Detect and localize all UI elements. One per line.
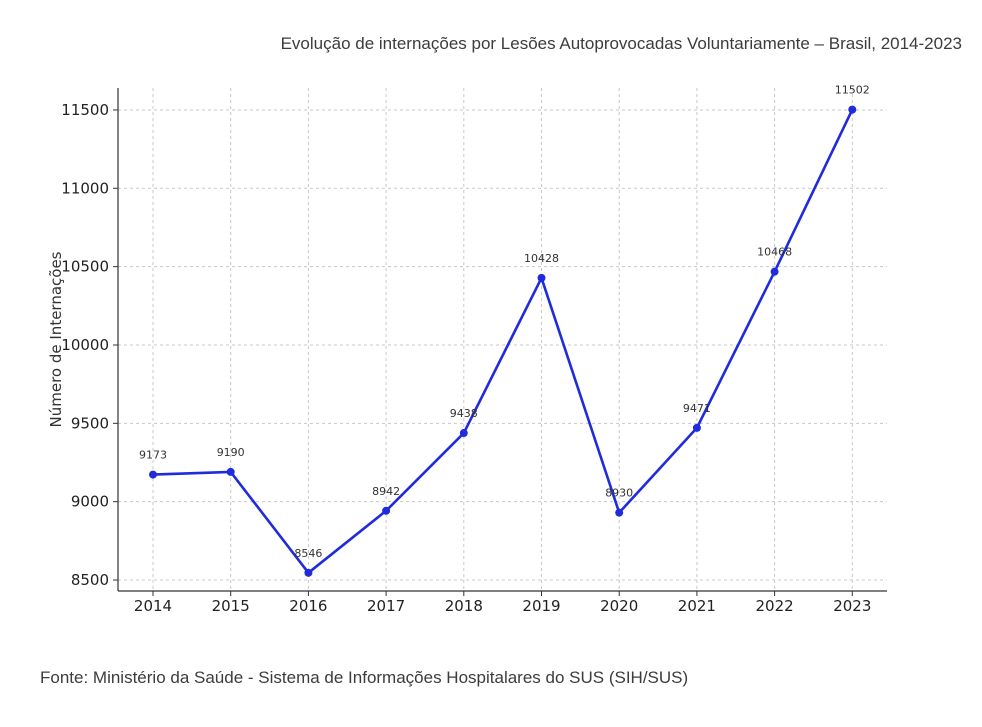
data-label: 8546 <box>294 547 322 560</box>
data-point <box>848 105 857 114</box>
data-point <box>615 508 624 517</box>
x-tick-label: 2014 <box>134 597 172 615</box>
data-point <box>692 423 701 432</box>
data-label: 10428 <box>524 252 559 265</box>
data-label: 9438 <box>450 407 478 420</box>
line-chart: 8500 9000 9500 10000 10500 11000 11500 2014 2015… <box>0 70 982 630</box>
y-tick-label: 9500 <box>71 414 109 432</box>
y-tick-label: 10000 <box>61 336 109 354</box>
x-tick-label: 2023 <box>833 597 871 615</box>
x-tick-label: 2018 <box>445 597 483 615</box>
data-label: 8930 <box>605 487 633 500</box>
data-point <box>537 273 546 282</box>
y-tick-label: 10500 <box>61 258 109 276</box>
x-tick-label: 2015 <box>212 597 250 615</box>
y-tick-label: 11000 <box>61 179 109 197</box>
grid <box>118 88 887 591</box>
data-label: 9173 <box>139 449 167 462</box>
data-label: 8942 <box>372 485 400 498</box>
y-tick-label: 8500 <box>71 571 109 589</box>
data-label: 9190 <box>217 446 245 459</box>
data-point <box>149 470 157 479</box>
series-line <box>152 109 854 575</box>
x-tick-label: 2016 <box>289 597 327 615</box>
x-tick-label: 2019 <box>522 597 560 615</box>
data-label: 11502 <box>835 84 870 97</box>
x-tick-label: 2017 <box>367 597 405 615</box>
figure-title: Evolução de internações por Lesões Autop… <box>280 34 962 53</box>
data-point <box>226 467 235 476</box>
x-tick-label: 2020 <box>600 597 638 615</box>
data-point <box>459 429 468 438</box>
y-tick-label: 11500 <box>61 101 109 119</box>
data-point <box>770 267 779 276</box>
source-note: Fonte: Ministério da Saúde - Sistema de … <box>40 668 689 687</box>
data-point <box>304 568 313 577</box>
y-axis-title: Número de Internações <box>47 251 65 427</box>
data-point <box>382 506 391 515</box>
chart-svg: 8500 9000 9500 10000 10500 11000 11500 2014 2015… <box>47 84 887 615</box>
data-label: 10468 <box>757 246 792 259</box>
x-tick-label: 2021 <box>678 597 716 615</box>
x-tick-label: 2022 <box>756 597 794 615</box>
data-label: 9471 <box>683 402 711 415</box>
y-tick-label: 9000 <box>71 493 109 511</box>
